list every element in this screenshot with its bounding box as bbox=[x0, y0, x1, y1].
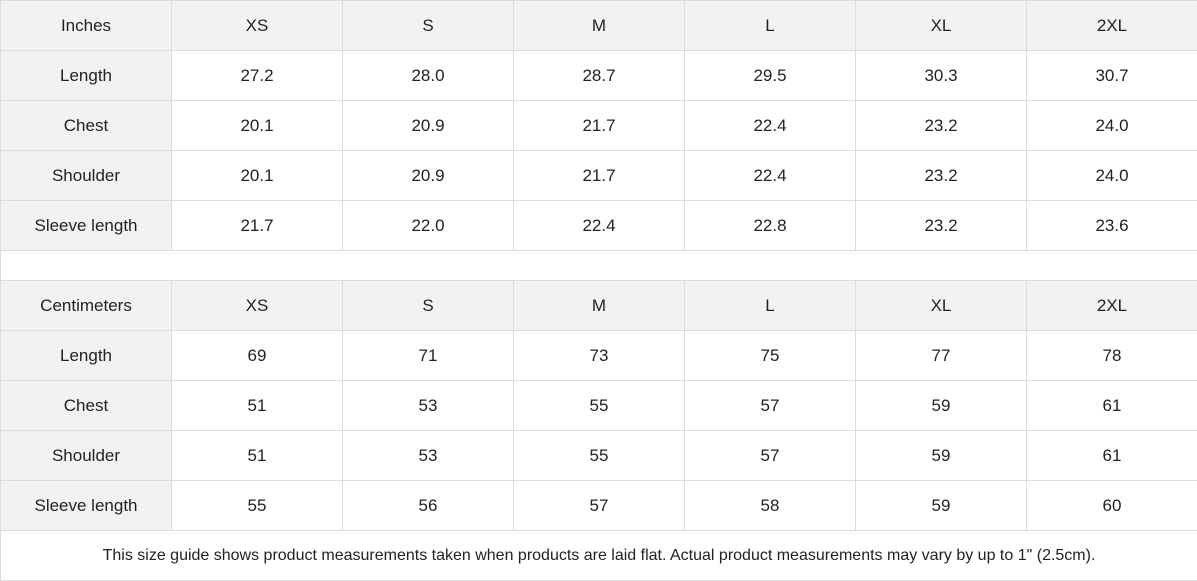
measurement-value: 24.0 bbox=[1027, 101, 1197, 151]
measurement-value: 51 bbox=[172, 431, 343, 481]
measurement-label: Chest bbox=[1, 381, 172, 431]
measurement-value: 22.4 bbox=[685, 151, 856, 201]
measurement-value: 27.2 bbox=[172, 51, 343, 101]
measurement-value: 23.2 bbox=[856, 101, 1027, 151]
measurement-value: 22.4 bbox=[685, 101, 856, 151]
measurement-value: 20.1 bbox=[172, 151, 343, 201]
measurement-value: 58 bbox=[685, 481, 856, 531]
footnote-row: This size guide shows product measuremen… bbox=[1, 531, 1197, 581]
measurement-value: 28.7 bbox=[514, 51, 685, 101]
measurement-value: 60 bbox=[1027, 481, 1197, 531]
measurement-value: 53 bbox=[343, 431, 514, 481]
measurement-value: 51 bbox=[172, 381, 343, 431]
measurement-value: 20.9 bbox=[343, 101, 514, 151]
size-header: XS bbox=[172, 281, 343, 331]
measurement-value: 57 bbox=[685, 381, 856, 431]
measurement-value: 23.6 bbox=[1027, 201, 1197, 251]
size-header: M bbox=[514, 281, 685, 331]
measurement-value: 57 bbox=[514, 481, 685, 531]
size-header: 2XL bbox=[1027, 281, 1197, 331]
measurement-value: 55 bbox=[172, 481, 343, 531]
measurement-value: 28.0 bbox=[343, 51, 514, 101]
measurement-label: Shoulder bbox=[1, 431, 172, 481]
measurement-value: 24.0 bbox=[1027, 151, 1197, 201]
size-header: XL bbox=[856, 1, 1027, 51]
measurement-value: 59 bbox=[856, 381, 1027, 431]
measurement-label: Chest bbox=[1, 101, 172, 151]
measurement-value: 22.4 bbox=[514, 201, 685, 251]
measurement-value: 21.7 bbox=[514, 151, 685, 201]
measurement-value: 20.1 bbox=[172, 101, 343, 151]
measurement-label: Length bbox=[1, 331, 172, 381]
spacer bbox=[1, 251, 1197, 281]
measurement-value: 30.7 bbox=[1027, 51, 1197, 101]
measurement-label: Length bbox=[1, 51, 172, 101]
measurement-value: 57 bbox=[685, 431, 856, 481]
measurement-value: 69 bbox=[172, 331, 343, 381]
spacer-row bbox=[1, 251, 1197, 281]
measurement-value: 75 bbox=[685, 331, 856, 381]
measurement-value: 23.2 bbox=[856, 151, 1027, 201]
measurement-value: 78 bbox=[1027, 331, 1197, 381]
size-header: 2XL bbox=[1027, 1, 1197, 51]
measurement-value: 30.3 bbox=[856, 51, 1027, 101]
measurement-value: 21.7 bbox=[172, 201, 343, 251]
measurement-value: 55 bbox=[514, 431, 685, 481]
measurement-value: 59 bbox=[856, 481, 1027, 531]
measurement-value: 61 bbox=[1027, 431, 1197, 481]
measurement-value: 61 bbox=[1027, 381, 1197, 431]
size-header: L bbox=[685, 281, 856, 331]
measurement-value: 56 bbox=[343, 481, 514, 531]
measurement-value: 23.2 bbox=[856, 201, 1027, 251]
measurement-value: 77 bbox=[856, 331, 1027, 381]
measurement-value: 22.8 bbox=[685, 201, 856, 251]
measurement-value: 71 bbox=[343, 331, 514, 381]
measurement-value: 73 bbox=[514, 331, 685, 381]
size-header: XL bbox=[856, 281, 1027, 331]
measurement-value: 29.5 bbox=[685, 51, 856, 101]
measurement-value: 20.9 bbox=[343, 151, 514, 201]
measurement-value: 59 bbox=[856, 431, 1027, 481]
measurement-label: Sleeve length bbox=[1, 481, 172, 531]
size-header: S bbox=[343, 281, 514, 331]
measurement-value: 53 bbox=[343, 381, 514, 431]
size-header: XS bbox=[172, 1, 343, 51]
footnote: This size guide shows product measuremen… bbox=[1, 531, 1197, 581]
measurement-value: 21.7 bbox=[514, 101, 685, 151]
unit-label: Centimeters bbox=[1, 281, 172, 331]
size-header: L bbox=[685, 1, 856, 51]
measurement-label: Shoulder bbox=[1, 151, 172, 201]
measurement-value: 22.0 bbox=[343, 201, 514, 251]
size-header: M bbox=[514, 1, 685, 51]
size-header: S bbox=[343, 1, 514, 51]
measurement-label: Sleeve length bbox=[1, 201, 172, 251]
measurement-value: 55 bbox=[514, 381, 685, 431]
unit-label: Inches bbox=[1, 1, 172, 51]
